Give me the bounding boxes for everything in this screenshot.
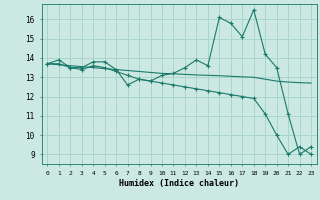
X-axis label: Humidex (Indice chaleur): Humidex (Indice chaleur) <box>119 179 239 188</box>
